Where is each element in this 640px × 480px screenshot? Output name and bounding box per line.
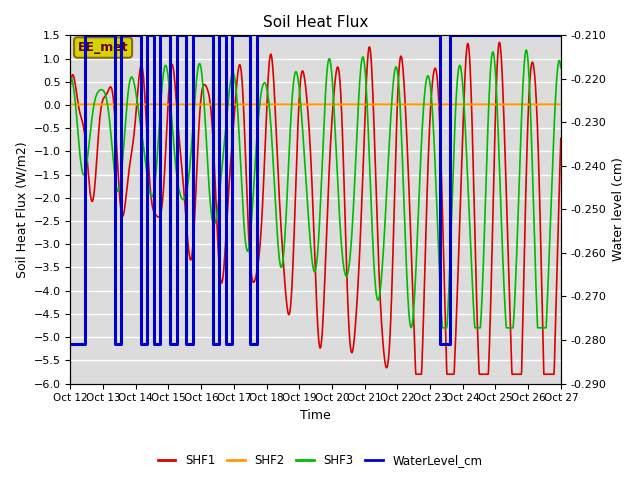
SHF3 — [294, 73, 301, 79]
SHF2 — [104, 102, 112, 108]
SHF3 — [104, 108, 112, 113]
SHF1 — [495, 39, 503, 45]
Text: EE_met: EE_met — [77, 41, 129, 54]
SHF2 — [557, 102, 564, 108]
SHF1 — [412, 372, 420, 377]
SHF3 — [557, 65, 564, 71]
SHF1 — [104, 87, 112, 93]
Title: Soil Heat Flux: Soil Heat Flux — [263, 15, 368, 30]
SHF1 — [346, 333, 353, 339]
SHF1 — [275, 179, 282, 184]
SHF2 — [285, 102, 292, 108]
SHF2 — [275, 102, 282, 108]
SHF2 — [294, 102, 301, 108]
SHF3 — [124, 88, 132, 94]
Y-axis label: Water level (cm): Water level (cm) — [612, 157, 625, 262]
SHF3 — [285, 160, 292, 166]
SHF3 — [346, 259, 353, 265]
SHF1 — [285, 312, 292, 317]
Line: SHF1: SHF1 — [70, 42, 561, 374]
SHF2 — [67, 102, 74, 108]
SHF2 — [124, 102, 132, 108]
SHF1 — [67, 83, 74, 88]
SHF1 — [557, 135, 564, 141]
Y-axis label: Soil Heat Flux (W/m2): Soil Heat Flux (W/m2) — [15, 141, 28, 278]
SHF3 — [522, 47, 530, 53]
SHF1 — [294, 134, 301, 140]
SHF3 — [438, 325, 446, 331]
X-axis label: Time: Time — [300, 409, 331, 422]
SHF3 — [275, 247, 282, 253]
Line: SHF3: SHF3 — [70, 50, 561, 328]
SHF1 — [124, 173, 132, 179]
Legend: SHF1, SHF2, SHF3, WaterLevel_cm: SHF1, SHF2, SHF3, WaterLevel_cm — [153, 449, 487, 472]
SHF2 — [346, 102, 353, 108]
SHF3 — [67, 74, 74, 80]
